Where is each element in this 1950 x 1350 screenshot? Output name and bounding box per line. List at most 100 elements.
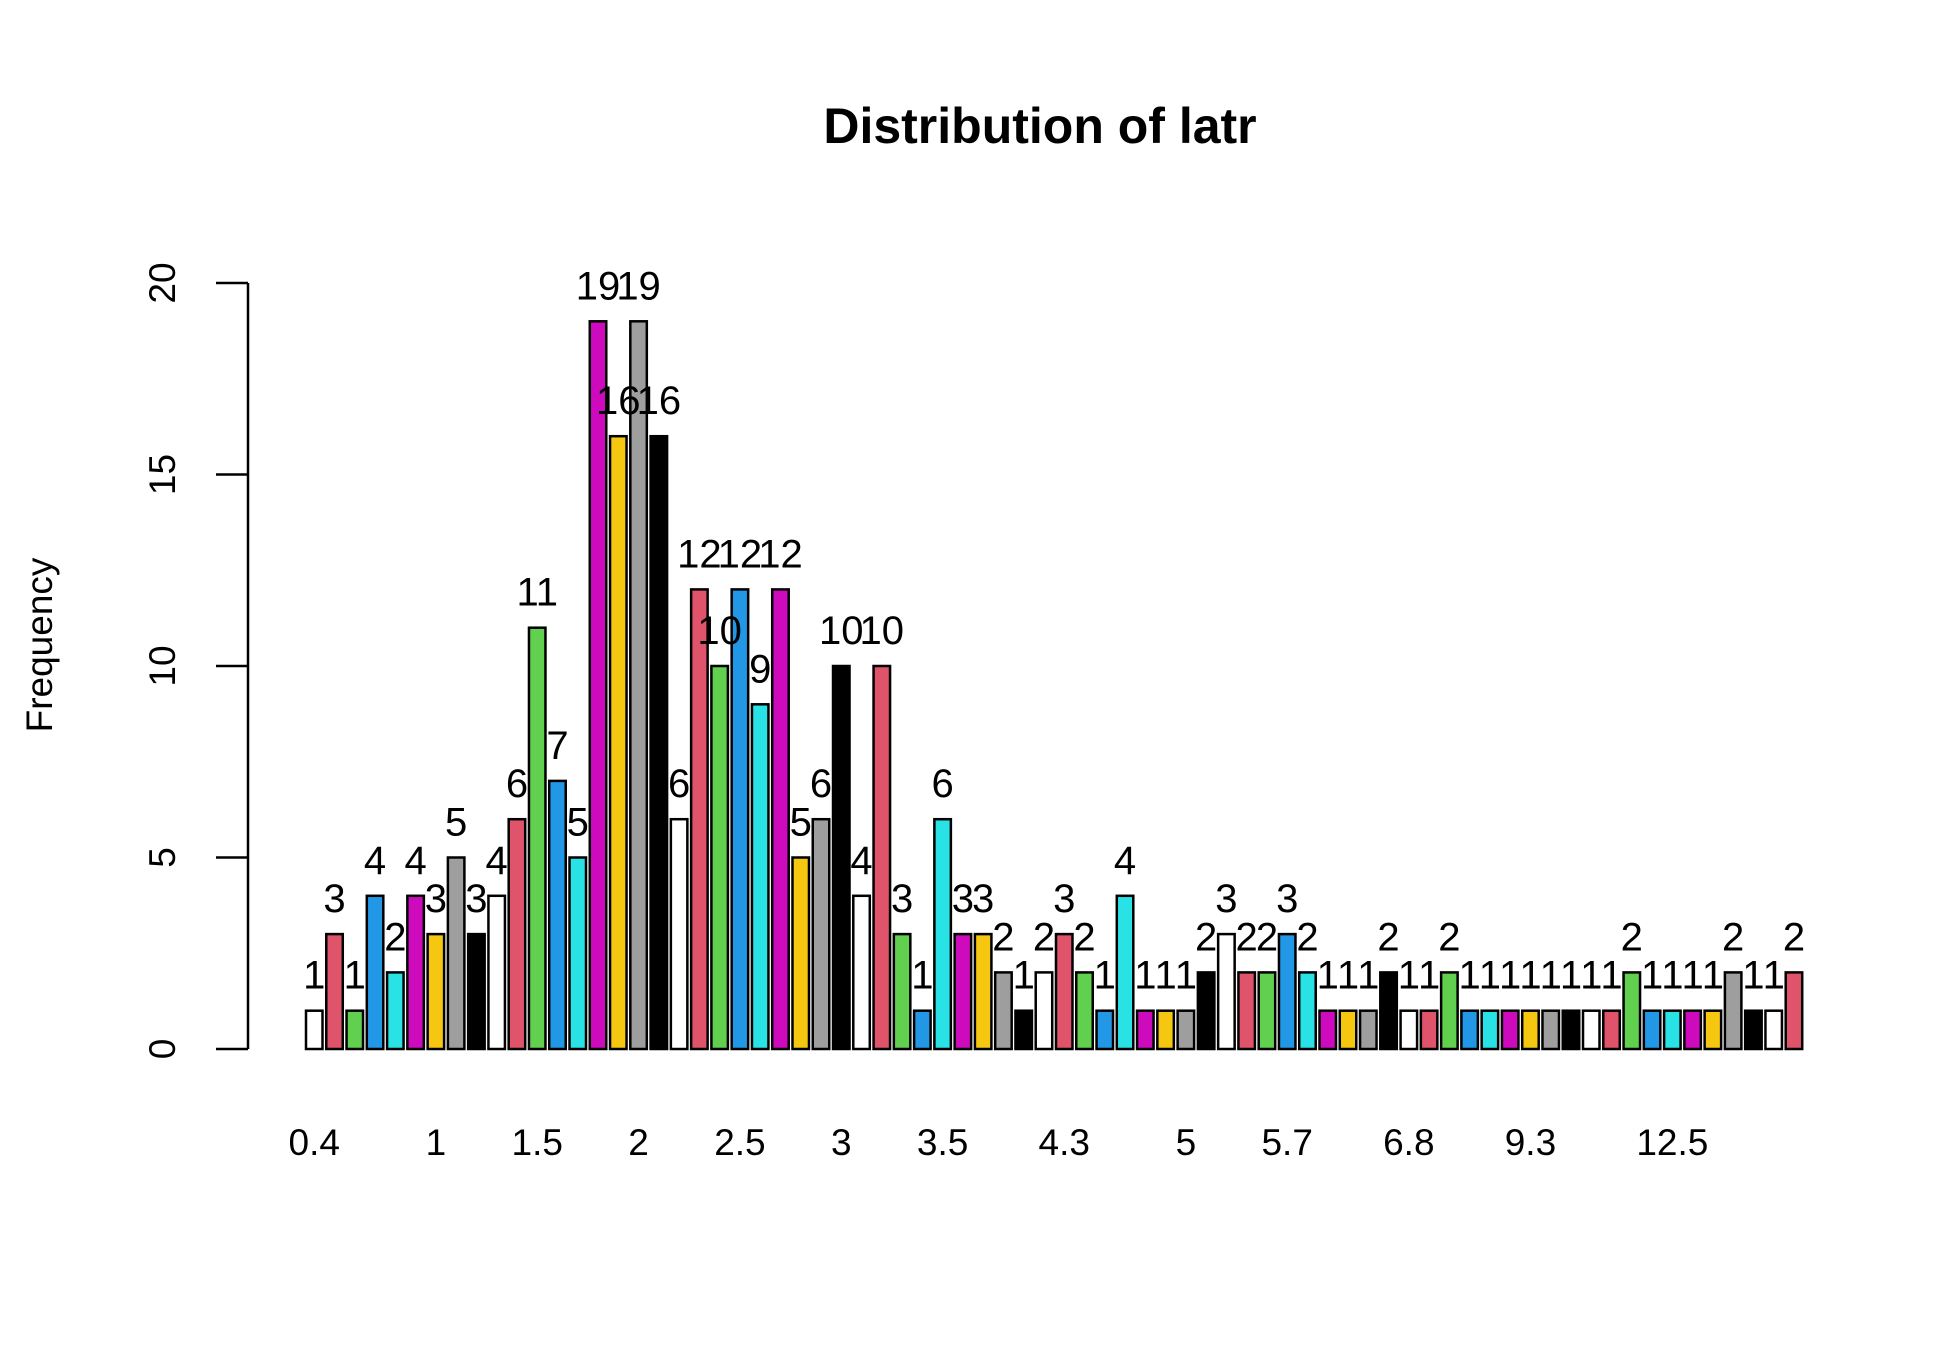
bar [1520, 1009, 1540, 1051]
bar [1176, 1009, 1196, 1051]
bar-value-label: 1 [1641, 954, 1663, 998]
bar [811, 817, 831, 1051]
bar [852, 894, 872, 1051]
x-tick-label: 5 [1176, 1122, 1197, 1163]
bar [1358, 1009, 1378, 1051]
bar [568, 856, 588, 1051]
bar-value-label: 1 [911, 954, 933, 998]
bar [1014, 1009, 1034, 1051]
bar [993, 971, 1013, 1051]
bar [689, 588, 709, 1051]
bar-value-label: 1 [1175, 954, 1197, 998]
bar [872, 664, 892, 1051]
x-tick-label: 3 [831, 1122, 852, 1163]
bar-value-label: 3 [1215, 877, 1237, 921]
y-tick-label: 20 [142, 262, 183, 303]
bar [831, 664, 851, 1051]
x-tick-label: 0.4 [289, 1122, 340, 1163]
bar [547, 779, 567, 1051]
bar-value-label: 2 [1073, 915, 1095, 959]
bar-value-label: 3 [465, 877, 487, 921]
bar [1602, 1009, 1622, 1051]
bar-value-label: 1 [1600, 954, 1622, 998]
bar [1054, 932, 1074, 1051]
bar-value-label: 2 [384, 915, 406, 959]
bar [446, 856, 466, 1051]
bar [953, 932, 973, 1051]
bar-value-label: 10 [860, 609, 905, 653]
bar-value-label: 5 [567, 801, 589, 845]
bar [304, 1009, 324, 1051]
bar-value-label: 3 [952, 877, 974, 921]
bar-value-label: 12 [718, 532, 763, 576]
bar [1723, 971, 1743, 1051]
bar [1439, 971, 1459, 1051]
bar-value-label: 2 [1783, 915, 1805, 959]
bar-value-label: 4 [404, 839, 426, 883]
bar-value-label: 2 [1033, 915, 1055, 959]
x-tick-label: 2 [628, 1122, 649, 1163]
bar [1196, 971, 1216, 1051]
bar-value-label: 4 [486, 839, 508, 883]
bar [1237, 971, 1257, 1051]
bar [1500, 1009, 1520, 1051]
bar [1460, 1009, 1480, 1051]
bar-value-label: 2 [1621, 915, 1643, 959]
x-tick-labels: 0.4 1 1.5 2 2.5 3 3.5 4.3 5 5.7 6.8 9.3 12.5 [289, 1122, 1709, 1163]
bar [1683, 1009, 1703, 1051]
bar [1419, 1009, 1439, 1051]
bar [750, 703, 770, 1051]
bar [487, 894, 507, 1051]
bar [1075, 971, 1095, 1051]
bar [973, 932, 993, 1051]
bar-value-label: 6 [506, 762, 528, 806]
bar-value-label: 2 [992, 915, 1014, 959]
bar-value-label: 11 [516, 571, 558, 615]
bar [1784, 971, 1804, 1051]
bar [1399, 1009, 1419, 1051]
y-tick-label: 10 [142, 645, 183, 686]
bar [345, 1009, 365, 1051]
bar [1581, 1009, 1601, 1051]
bar-value-label: 9 [749, 647, 771, 691]
bar [730, 588, 750, 1051]
bar-value-label: 1 [1094, 954, 1116, 998]
bar [365, 894, 385, 1051]
bar [588, 320, 608, 1051]
bar [1703, 1009, 1723, 1051]
bar-value-label: 1 [1499, 954, 1521, 998]
bar-value-label: 1 [1540, 954, 1562, 998]
bar [406, 894, 426, 1051]
bar-value-label: 1 [1134, 954, 1156, 998]
bar-value-label: 3 [972, 877, 994, 921]
bar [1297, 971, 1317, 1051]
bar [1034, 971, 1054, 1051]
bar [608, 434, 628, 1051]
bar [791, 856, 811, 1051]
y-tick-label: 15 [142, 454, 183, 495]
bar-value-label: 6 [810, 762, 832, 806]
bar [912, 1009, 932, 1051]
y-axis: 0 5 10 15 20 [142, 262, 250, 1060]
bar-value-label: 1 [1479, 954, 1501, 998]
bar [1115, 894, 1135, 1051]
bar-value-label: 1 [344, 954, 366, 998]
bar [426, 932, 446, 1051]
x-tick-label: 2.5 [714, 1122, 765, 1163]
bar-value-label: 4 [1114, 839, 1136, 883]
bar [507, 817, 527, 1051]
bar-value-label: 1 [1418, 954, 1440, 998]
bar [1216, 932, 1236, 1051]
bar-value-label: 2 [1296, 915, 1318, 959]
bar-value-label: 3 [891, 877, 913, 921]
y-axis-label: Frequency [19, 557, 60, 732]
bar-value-label: 1 [1357, 954, 1379, 998]
x-tick-label: 4.3 [1039, 1122, 1090, 1163]
y-tick-label: 0 [142, 1039, 183, 1060]
chart-title: Distribution of latr [823, 98, 1256, 154]
bar-value-label: 1 [1317, 954, 1339, 998]
bar [466, 932, 486, 1051]
bar-value-label: 6 [931, 762, 953, 806]
x-tick-label: 3.5 [917, 1122, 968, 1163]
bar-value-label: 10 [697, 609, 742, 653]
